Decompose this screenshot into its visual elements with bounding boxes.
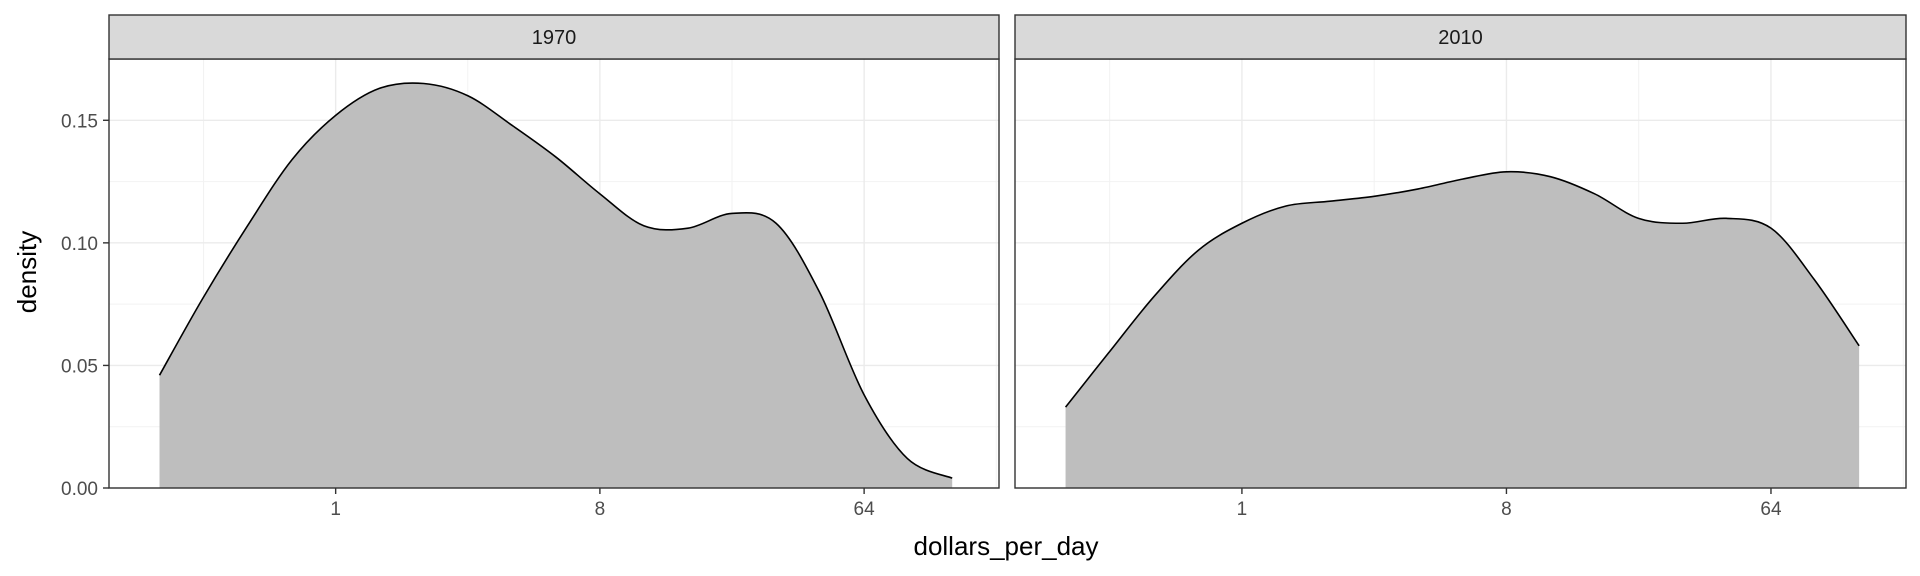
y-tick-label: 0.10 bbox=[61, 234, 98, 255]
panel-1970: 1970 bbox=[108, 14, 1000, 489]
x-tick-label: 8 bbox=[1501, 499, 1512, 520]
panels: 1970 2010 bbox=[108, 14, 1907, 489]
y-tick-label: 0.15 bbox=[61, 111, 98, 132]
facet-strip-label: 2010 bbox=[1438, 27, 1483, 49]
density-area-2010 bbox=[1065, 171, 1860, 489]
density-line-2010 bbox=[1064, 170, 1860, 408]
y-axis: 0.00 0.05 0.10 0.15 bbox=[61, 111, 109, 500]
density-area-1970 bbox=[159, 83, 953, 488]
facet-strip-label: 1970 bbox=[532, 27, 577, 49]
x-tick-label: 8 bbox=[595, 499, 606, 520]
density-line-1970 bbox=[158, 82, 953, 479]
x-tick-label: 64 bbox=[1760, 499, 1782, 520]
y-tick-label: 0.00 bbox=[61, 479, 98, 500]
panel-2010: 2010 bbox=[1014, 14, 1907, 489]
x-tick-label: 1 bbox=[1237, 499, 1248, 520]
x-tick-label: 64 bbox=[854, 499, 876, 520]
y-tick-label: 0.05 bbox=[61, 356, 98, 377]
x-axis: 1 8 64 1 8 64 bbox=[330, 488, 1782, 520]
x-tick-label: 1 bbox=[330, 499, 341, 520]
facet-strip bbox=[108, 14, 1000, 60]
x-axis-title: dollars_per_day bbox=[913, 531, 1098, 561]
y-axis-title: density bbox=[12, 231, 42, 313]
facet-strip bbox=[1014, 14, 1907, 60]
